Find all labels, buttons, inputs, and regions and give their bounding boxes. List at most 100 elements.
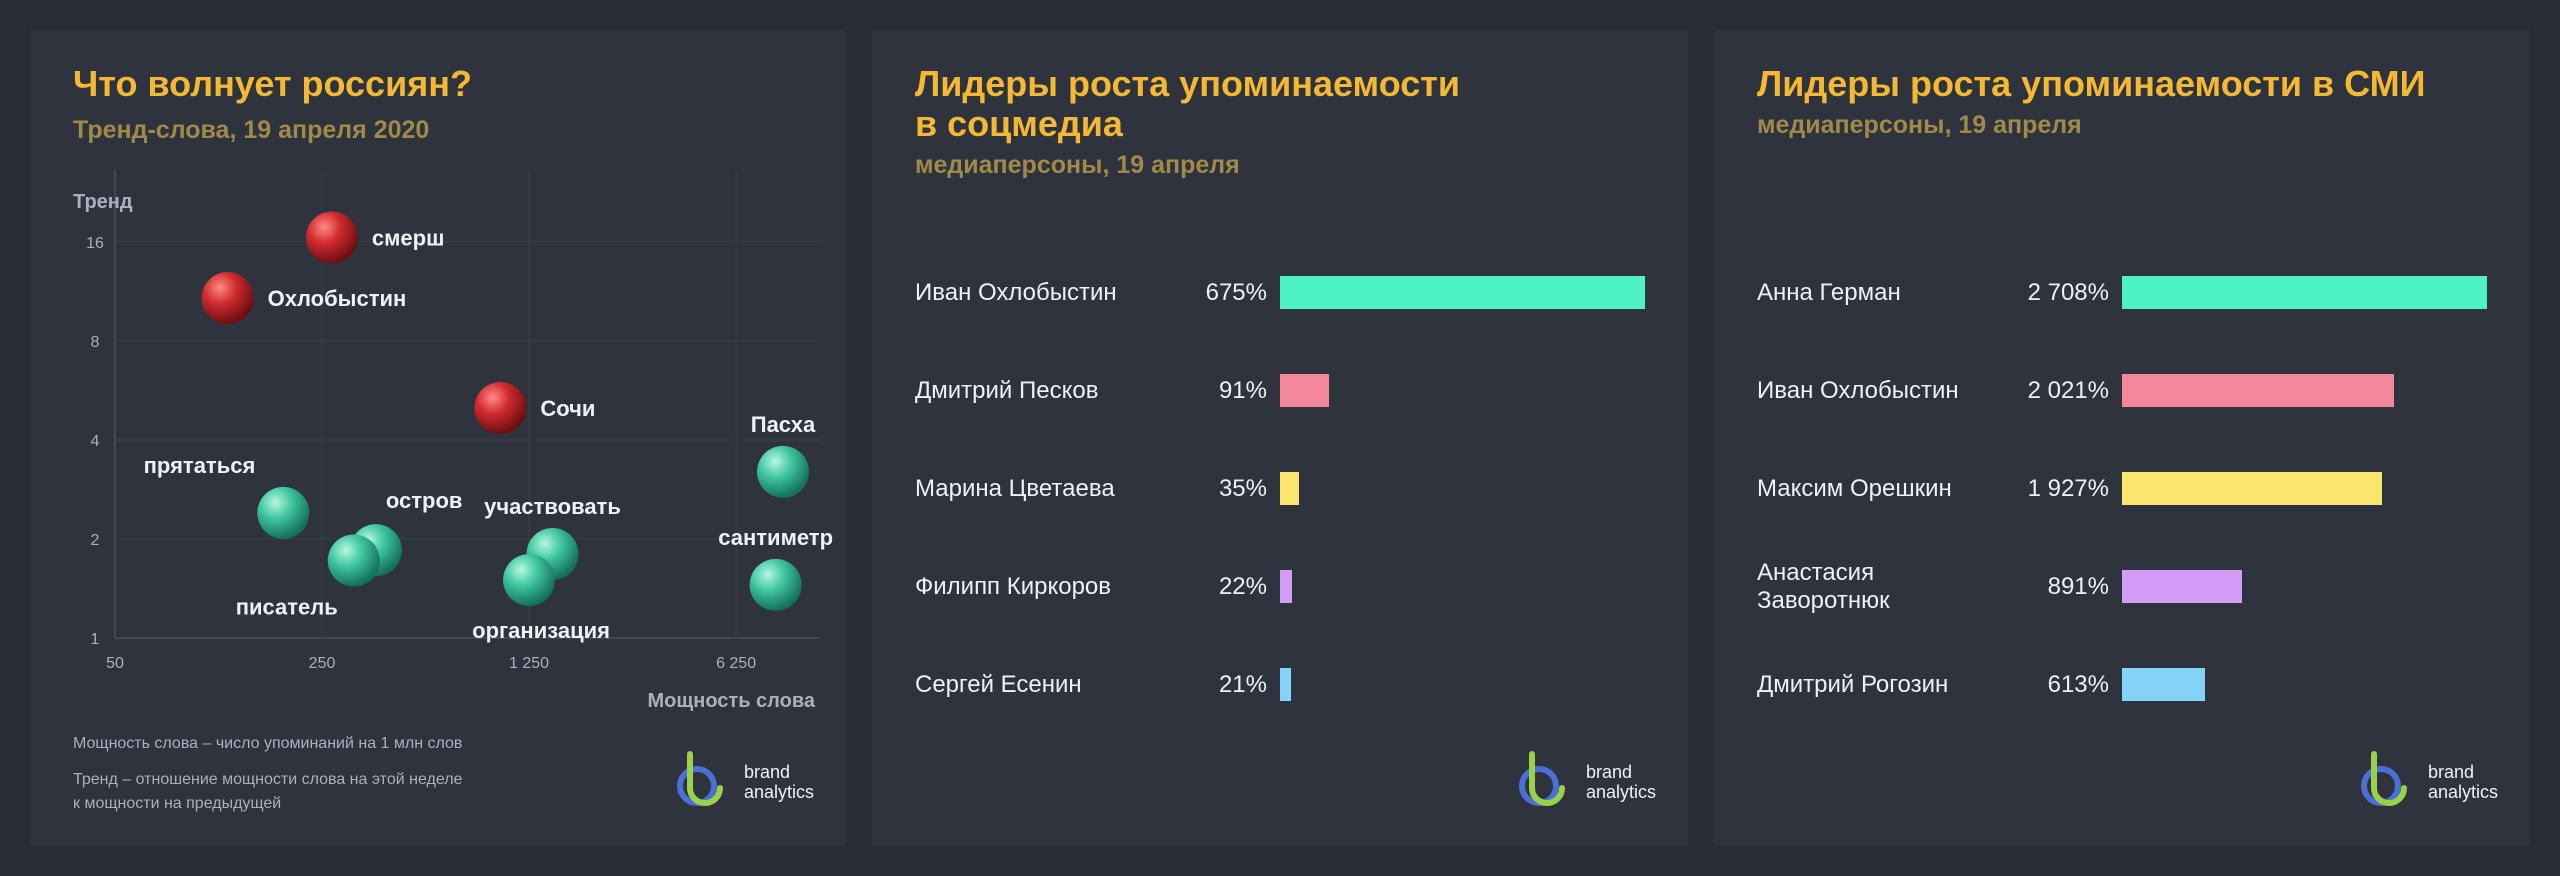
social-title-line1: Лидеры роста упоминаемости [915, 63, 1460, 104]
bubble-red [201, 272, 254, 325]
bar-track [1280, 668, 1645, 701]
bar-row: Дмитрий Рогозин 613% [1714, 655, 2530, 715]
bar [1280, 374, 1330, 407]
bar-track [1280, 374, 1645, 407]
bubble-label: прятаться [144, 453, 256, 478]
bar-track [2122, 276, 2487, 309]
bar-value-label: 613% [2047, 671, 2109, 698]
bar-value-label: 35% [1218, 475, 1267, 502]
bubble-green [749, 558, 802, 611]
y-tick-label: 1 [91, 631, 100, 648]
y-tick-label: 16 [86, 235, 104, 252]
media-title: Лидеры роста упоминаемости в СМИ [1757, 63, 2426, 104]
brand-analytics-logo-icon [677, 751, 723, 806]
bar-category-label: Дмитрий Рогозин [1757, 671, 1949, 698]
bar [1280, 668, 1292, 701]
logo-line2: analytics [1586, 782, 1657, 802]
x-tick-label: 1 250 [509, 655, 549, 672]
bubble-label: смерш [372, 225, 445, 250]
brand-analytics-logo-icon [1519, 751, 1565, 806]
x-tick-label: 50 [106, 655, 124, 672]
social-subtitle: медиаперсоны, 19 апреля [915, 151, 1240, 179]
social-media-leaders-panel: Лидеры роста упоминаемости в соцмедиа ме… [872, 30, 1688, 846]
bar [1280, 276, 1645, 309]
brand-analytics-logo: brand analytics [2357, 746, 2507, 810]
bar [2122, 472, 2382, 505]
y-axis-label: Тренд [73, 191, 133, 213]
bar-value-label: 91% [1218, 377, 1267, 404]
bar [2122, 668, 2205, 701]
bubble-green [327, 534, 380, 587]
bar-value-label: 21% [1218, 671, 1267, 698]
footnote-trend-line2: к мощности на предыдущей [73, 795, 282, 812]
scatter-subtitle: Тренд-слова, 19 апреля 2020 [73, 116, 430, 144]
bar-track [1280, 472, 1645, 505]
bubble-label: Охлобыстин [268, 286, 407, 311]
bar [1280, 570, 1292, 603]
mass-media-leaders-panel: Лидеры роста упоминаемости в СМИ медиапе… [1714, 30, 2530, 846]
bar-category-label: Иван Охлобыстин [915, 279, 1117, 306]
bar-category-label: Сергей Есенин [915, 671, 1082, 698]
bar-row: Иван Охлобыстин 2 021% [1714, 361, 2530, 421]
social-title-line2: в соцмедиа [915, 103, 1123, 144]
bubble-label: Сочи [540, 396, 595, 421]
bar-row: Дмитрий Песков 91% [872, 361, 1688, 421]
bubble-green [257, 486, 310, 539]
bar-category-label: Филипп Киркоров [915, 573, 1112, 600]
bar-track [2122, 570, 2487, 603]
bar-track [2122, 472, 2487, 505]
bubble-red [305, 211, 358, 264]
bar-row: Марина Цветаева 35% [872, 459, 1688, 519]
bar-value-label: 891% [2047, 573, 2109, 600]
bar-category-label: Анастасия Заворотнюк [1757, 559, 1890, 614]
social-title: Лидеры роста упоминаемости в соцмедиа [915, 64, 1655, 144]
brand-analytics-logo: brand analytics [673, 746, 823, 810]
bar [1280, 472, 1299, 505]
x-tick-label: 6 250 [716, 655, 756, 672]
bubble-red [474, 382, 527, 435]
footnote-power: Мощность слова – число упоминаний на 1 м… [73, 735, 463, 752]
bar [2122, 374, 2395, 407]
brand-analytics-logo-icon [2361, 751, 2407, 806]
media-subtitle: медиаперсоны, 19 апреля [1757, 111, 2082, 139]
x-tick-label: 250 [309, 655, 336, 672]
footnote-trend-line1: Тренд – отношение мощности слова на этой… [73, 771, 463, 788]
brand-analytics-logo: brand analytics [1515, 746, 1665, 810]
y-tick-label: 4 [91, 433, 100, 450]
bar-track [1280, 570, 1645, 603]
bubble-label: сантиметр [718, 525, 833, 550]
bar-row: Анна Герман 2 708% [1714, 263, 2530, 323]
y-tick-label: 8 [91, 334, 100, 351]
bar-category-label: Марина Цветаева [915, 475, 1115, 502]
trend-words-panel: Что волнует россиян? Тренд-слова, 19 апр… [30, 30, 846, 846]
bar-value-label: 2 708% [2027, 279, 2109, 306]
bar [2122, 570, 2243, 603]
bubble-label: остров [386, 488, 463, 513]
x-axis-label: Мощность слова [648, 690, 816, 712]
bubble-green [756, 445, 809, 498]
logo-line1: brand [744, 762, 791, 782]
bar-row: Иван Охлобыстин 675% [872, 263, 1688, 323]
bar-row: Анастасия Заворотнюк 891% [1714, 557, 2530, 617]
logo-line1: brand [2428, 762, 2475, 782]
bubble-label: участвовать [484, 494, 621, 519]
bar-category-label: Иван Охлобыстин [1757, 377, 1959, 404]
bar [2122, 276, 2487, 309]
bar-track [2122, 374, 2487, 407]
scatter-title: Что волнует россиян? [73, 63, 472, 104]
footnote-trend: Тренд – отношение мощности слова на этой… [73, 768, 543, 816]
logo-line2: analytics [744, 782, 815, 802]
y-tick-label: 2 [91, 532, 100, 549]
bar-category-label: Дмитрий Песков [915, 377, 1099, 404]
bar-value-label: 675% [1205, 279, 1267, 306]
bar-row: Филипп Киркоров 22% [872, 557, 1688, 617]
bar-value-label: 2 021% [2027, 377, 2109, 404]
logo-line1: brand [1586, 762, 1633, 782]
bar-category-label: Анна Герман [1757, 279, 1901, 306]
bar-value-label: 1 927% [2027, 475, 2109, 502]
trend-scatter-chart: 1 2 4 8 16 50 250 1 250 6 250 Тренд Мощность слова… [73, 170, 833, 712]
bar-row: Сергей Есенин 21% [872, 655, 1688, 715]
bar-row: Максим Орешкин 1 927% [1714, 459, 2530, 519]
logo-line2: analytics [2428, 782, 2499, 802]
bar-category-label: Максим Орешкин [1757, 475, 1952, 502]
